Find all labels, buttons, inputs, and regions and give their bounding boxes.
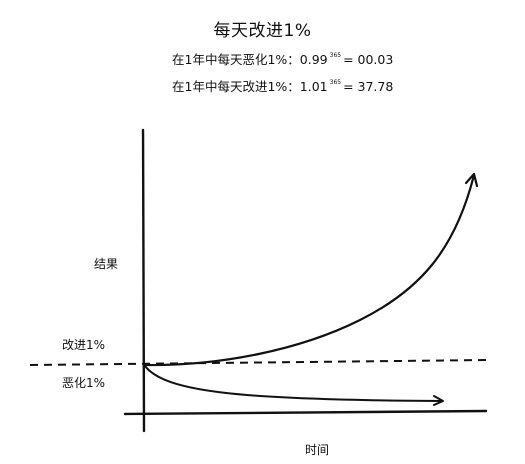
formula-improve: 在1年中每天改进1%：1.01 365 = 37.78 bbox=[172, 76, 393, 95]
baseline-dashed-line bbox=[29, 359, 489, 366]
formula-improve-result: = 37.78 bbox=[343, 79, 394, 94]
formula-improve-exponent: 365 bbox=[329, 79, 342, 86]
y-axis-line bbox=[141, 128, 146, 433]
diagram-title: 每天改进1% bbox=[213, 21, 312, 41]
improve-curve bbox=[143, 173, 476, 367]
worsen-label: 恶化1% bbox=[62, 376, 106, 390]
worsen-curve bbox=[144, 365, 443, 402]
improve-arrowhead bbox=[464, 172, 479, 188]
x-axis-line bbox=[123, 409, 488, 416]
y-axis-label: 结果 bbox=[94, 257, 119, 271]
formula-worsen-result: = 00.03 bbox=[343, 52, 394, 67]
formula-worsen-exponent: 365 bbox=[329, 52, 342, 59]
x-axis-label: 时间 bbox=[305, 443, 330, 457]
formula-worsen-base: 在1年中每天恶化1%：0.99 bbox=[172, 52, 328, 67]
improve-label: 改进1% bbox=[62, 338, 106, 352]
formula-worsen: 在1年中每天恶化1%：0.99 365 = 00.03 bbox=[172, 49, 393, 68]
formula-improve-base: 在1年中每天改进1%：1.01 bbox=[172, 79, 328, 94]
worsen-arrowhead bbox=[433, 395, 444, 406]
